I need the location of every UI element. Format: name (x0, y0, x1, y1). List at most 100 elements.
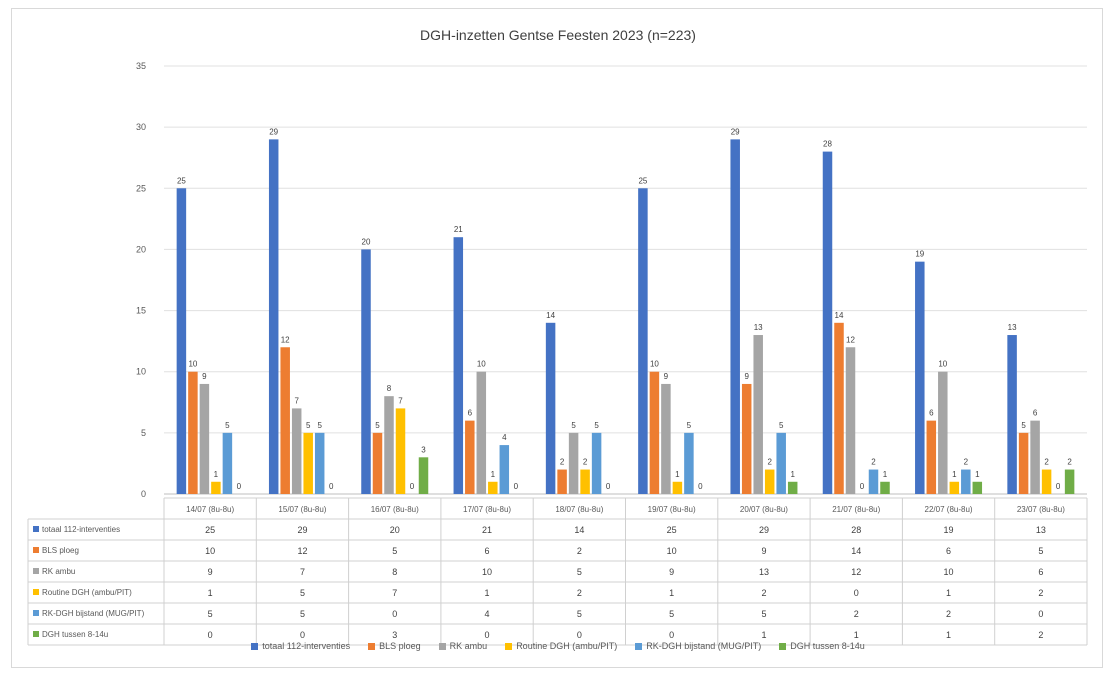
bar (568, 432, 579, 494)
table-cell: 2 (577, 546, 582, 556)
table-cell: 3 (392, 630, 397, 640)
table-cell: 19 (944, 525, 954, 535)
table-cell: 5 (300, 588, 305, 598)
data-label: 5 (317, 421, 322, 430)
table-cell: 5 (761, 609, 766, 619)
bar-chart: 0510152025303525292021142529281913101256… (27, 61, 1088, 646)
bar (764, 469, 775, 494)
bar (661, 383, 671, 494)
data-label: 9 (664, 372, 669, 381)
bar (453, 237, 464, 494)
data-label: 1 (491, 470, 496, 479)
table-cell: 29 (759, 525, 769, 535)
bar (1007, 335, 1017, 494)
bar (372, 432, 383, 494)
data-label: 6 (1033, 409, 1038, 418)
table-legend-key (33, 568, 39, 574)
data-label: 1 (952, 470, 957, 479)
bar (672, 481, 683, 494)
table-cell: 5 (577, 567, 582, 577)
table-legend-key (33, 631, 39, 637)
bar (787, 481, 798, 494)
y-tick-label: 35 (136, 61, 146, 71)
table-cell: 0 (300, 630, 305, 640)
x-tick-label: 18/07 (8u-8u) (555, 505, 603, 514)
data-label: 2 (964, 458, 969, 467)
table-cell: 5 (1038, 546, 1043, 556)
table-cell: 2 (577, 588, 582, 598)
table-legend-key (33, 547, 39, 553)
table-cell: 1 (208, 588, 213, 598)
legend-item: RK ambu (438, 641, 488, 651)
data-label: 7 (294, 396, 299, 405)
data-label: 0 (1056, 482, 1061, 491)
legend-swatch (251, 642, 259, 650)
data-label: 29 (269, 127, 278, 136)
x-tick-label: 19/07 (8u-8u) (648, 505, 696, 514)
y-tick-label: 15 (136, 306, 146, 316)
table-cell: 2 (946, 609, 951, 619)
bar (649, 371, 660, 494)
legend-item: RK-DGH bijstand (MUG/PIT) (635, 641, 761, 651)
table-series-label: Routine DGH (ambu/PIT) (42, 588, 132, 597)
data-label: 0 (860, 482, 865, 491)
table-cell: 0 (669, 630, 674, 640)
bar (499, 445, 510, 494)
bar (776, 432, 786, 494)
y-tick-label: 10 (136, 367, 146, 377)
table-cell: 1 (946, 588, 951, 598)
x-tick-label: 22/07 (8u-8u) (925, 505, 973, 514)
table-cell: 0 (208, 630, 213, 640)
table-cell: 5 (300, 609, 305, 619)
data-label: 5 (306, 421, 311, 430)
x-tick-label: 14/07 (8u-8u) (186, 505, 234, 514)
table-cell: 20 (390, 525, 400, 535)
legend-swatch (505, 642, 513, 650)
table-cell: 21 (482, 525, 492, 535)
table-cell: 1 (761, 630, 766, 640)
table-cell: 29 (297, 525, 307, 535)
data-label: 4 (502, 433, 507, 442)
table-cell: 8 (392, 567, 397, 577)
x-tick-label: 17/07 (8u-8u) (463, 505, 511, 514)
y-tick-label: 20 (136, 244, 146, 254)
bar (476, 371, 487, 494)
table-legend-key (33, 526, 39, 532)
data-label: 10 (188, 360, 197, 369)
data-label: 9 (202, 372, 207, 381)
data-label: 2 (1044, 458, 1049, 467)
bar (938, 371, 948, 494)
legend: totaal 112-interventies BLS ploeg RK ambu R… (12, 641, 1104, 651)
bar (591, 432, 602, 494)
data-label: 12 (281, 335, 290, 344)
data-label: 6 (929, 409, 934, 418)
x-tick-label: 15/07 (8u-8u) (278, 505, 326, 514)
table-cell: 2 (761, 588, 766, 598)
table-cell: 2 (1038, 588, 1043, 598)
data-label: 0 (410, 482, 415, 491)
chart-title: DGH-inzetten Gentse Feesten 2023 (n=223) (420, 27, 696, 43)
x-tick-label: 23/07 (8u-8u) (1017, 505, 1065, 514)
table-cell: 2 (1038, 630, 1043, 640)
data-label: 2 (560, 458, 565, 467)
data-label: 1 (975, 470, 980, 479)
bar (291, 408, 302, 494)
table-cell: 28 (851, 525, 861, 535)
table-series-label: totaal 112-interventies (42, 525, 120, 534)
table-cell: 5 (669, 609, 674, 619)
bar (268, 139, 279, 494)
table-cell: 0 (485, 630, 490, 640)
data-label: 19 (915, 250, 924, 259)
bar (384, 396, 394, 494)
table-cell: 25 (667, 525, 677, 535)
data-label: 1 (214, 470, 219, 479)
bar (845, 347, 856, 494)
legend-label: RK ambu (449, 641, 488, 651)
table-cell: 0 (577, 630, 582, 640)
data-label: 0 (514, 482, 519, 491)
table-cell: 0 (392, 609, 397, 619)
table-cell: 25 (205, 525, 215, 535)
bar (972, 481, 983, 494)
bar (1030, 420, 1040, 494)
bar (557, 469, 567, 494)
